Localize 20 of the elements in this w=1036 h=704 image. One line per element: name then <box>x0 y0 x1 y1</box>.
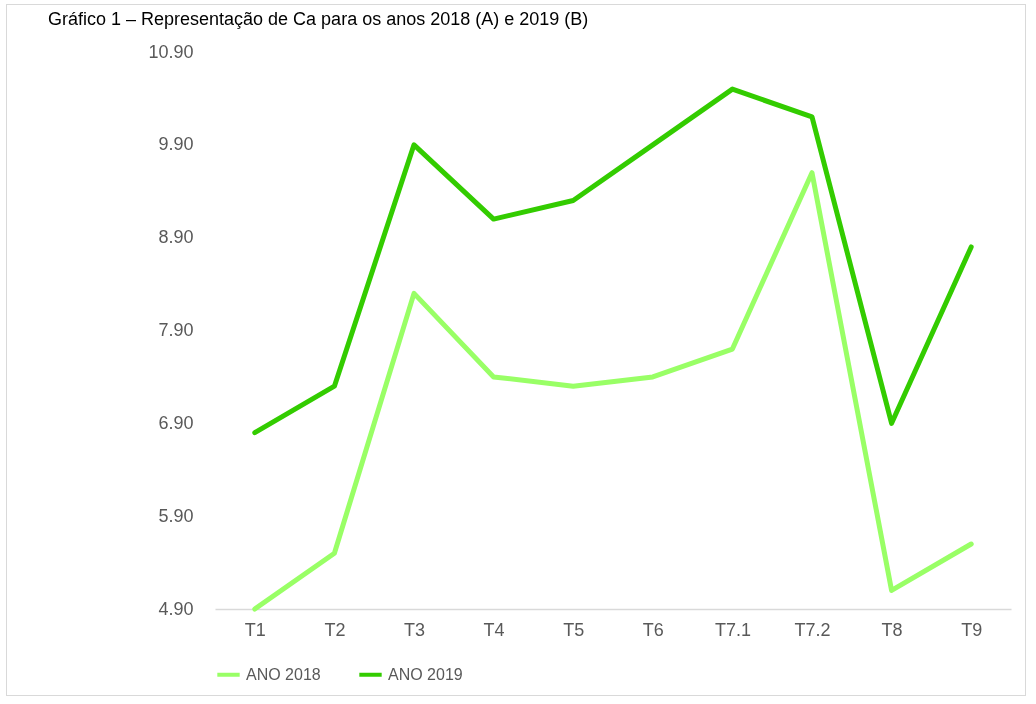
legend-label: ANO 2019 <box>388 665 463 683</box>
x-tick-label: T4 <box>483 619 505 640</box>
x-tick-label: T7.1 <box>714 619 751 640</box>
y-tick-label: 10.90 <box>148 41 194 62</box>
x-tick-label: T5 <box>563 619 585 640</box>
y-tick-label: 4.90 <box>158 598 194 619</box>
x-tick-label: T7.2 <box>794 619 831 640</box>
x-tick-label: T9 <box>961 619 983 640</box>
chart-title: Gráfico 1 – Representação de Ca para os anos 2018 (A) e 2019 (B) <box>47 9 589 29</box>
x-tick-label: T2 <box>324 619 346 640</box>
x-tick-label: T1 <box>244 619 266 640</box>
y-tick-label: 9.90 <box>158 134 194 155</box>
y-tick-label: 8.90 <box>158 227 194 248</box>
x-tick-label: T3 <box>403 619 426 640</box>
y-tick-label: 7.90 <box>158 320 194 340</box>
legend-label: ANO 2018 <box>246 665 321 683</box>
y-tick-label: 6.90 <box>158 412 194 433</box>
y-tick-label: 5.90 <box>158 505 194 526</box>
x-tick-label: T8 <box>881 619 903 640</box>
x-tick-label: T6 <box>642 619 664 640</box>
